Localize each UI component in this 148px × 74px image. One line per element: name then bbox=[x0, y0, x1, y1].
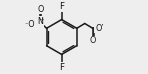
Text: ⁻O: ⁻O bbox=[24, 20, 35, 29]
Text: N: N bbox=[37, 17, 43, 26]
Text: +: + bbox=[40, 17, 44, 22]
Text: O: O bbox=[90, 36, 96, 46]
Text: O: O bbox=[95, 24, 102, 33]
Text: F: F bbox=[59, 2, 64, 11]
Text: F: F bbox=[59, 63, 64, 72]
Text: O: O bbox=[37, 5, 43, 14]
